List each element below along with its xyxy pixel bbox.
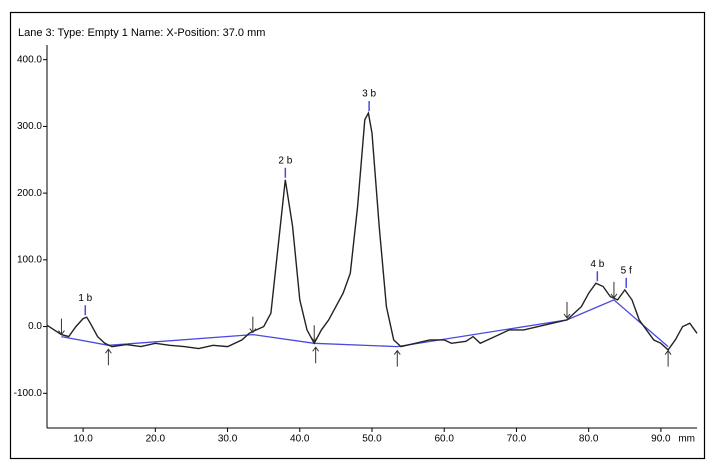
x-tick-label: 90.0 bbox=[651, 434, 671, 445]
y-tick-label: 0.0 bbox=[28, 321, 42, 332]
x-unit: mm bbox=[678, 434, 695, 445]
x-tick-label: 70.0 bbox=[507, 434, 527, 445]
y-tick-label: 200.0 bbox=[17, 188, 42, 199]
boundary-arrow bbox=[58, 318, 65, 336]
peak-label: 3 b bbox=[362, 89, 376, 100]
y-tick-label: 300.0 bbox=[17, 121, 42, 132]
x-tick-label: 30.0 bbox=[218, 434, 238, 445]
baseline bbox=[61, 299, 669, 348]
peak-label: 1 b bbox=[78, 293, 92, 304]
peak-label: 4 b bbox=[590, 259, 604, 270]
x-tick-label: 20.0 bbox=[146, 434, 166, 445]
boundary-arrow bbox=[310, 325, 318, 343]
x-tick-label: 10.0 bbox=[73, 434, 93, 445]
x-tick-label: 80.0 bbox=[579, 434, 599, 445]
y-tick-label: 100.0 bbox=[17, 254, 42, 265]
x-tick-label: 40.0 bbox=[290, 434, 310, 445]
x-tick-label: 60.0 bbox=[434, 434, 454, 445]
boundary-arrow bbox=[563, 301, 571, 319]
profile-line bbox=[46, 111, 698, 351]
boundary-arrow bbox=[312, 346, 320, 364]
boundary-arrow bbox=[393, 349, 401, 367]
frame bbox=[9, 11, 706, 460]
boundary-arrow bbox=[104, 348, 112, 366]
chart-title: Lane 3: Type: Empty 1 Name: X-Position: … bbox=[18, 27, 265, 39]
x-tick-label: 50.0 bbox=[362, 434, 382, 445]
y-tick-label: 400.0 bbox=[17, 54, 42, 65]
boundary-arrow bbox=[610, 281, 618, 299]
boundary-arrow bbox=[664, 349, 672, 367]
boundary-arrow bbox=[249, 316, 257, 334]
peak-label: 5 f bbox=[621, 266, 632, 277]
peak-label: 2 b bbox=[278, 155, 292, 166]
y-tick-label: -100.0 bbox=[14, 388, 43, 399]
